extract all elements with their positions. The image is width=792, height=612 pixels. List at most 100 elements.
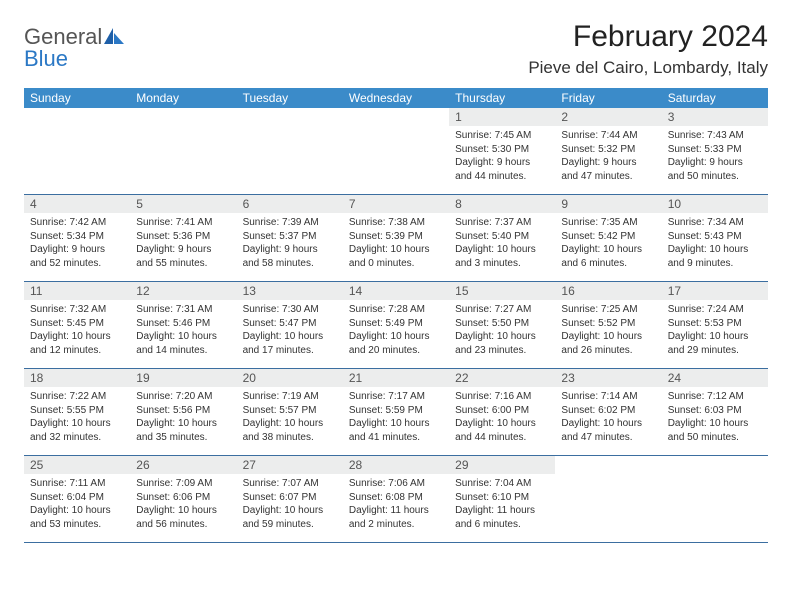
info-line: Sunset: 5:49 PM — [349, 317, 443, 331]
day-cell: 4Sunrise: 7:42 AMSunset: 5:34 PMDaylight… — [24, 195, 130, 281]
info-line: Daylight: 11 hours — [349, 504, 443, 518]
day-info: Sunrise: 7:34 AMSunset: 5:43 PMDaylight:… — [662, 213, 768, 276]
info-line: Sunrise: 7:06 AM — [349, 477, 443, 491]
day-number: 13 — [237, 282, 343, 300]
info-line: Daylight: 10 hours — [455, 330, 549, 344]
info-line: Sunrise: 7:28 AM — [349, 303, 443, 317]
info-line: Sunset: 6:07 PM — [243, 491, 337, 505]
info-line: Sunset: 5:55 PM — [30, 404, 124, 418]
day-number: 28 — [343, 456, 449, 474]
day-info: Sunrise: 7:09 AMSunset: 6:06 PMDaylight:… — [130, 474, 236, 537]
info-line: Daylight: 10 hours — [349, 243, 443, 257]
info-line: Sunset: 5:39 PM — [349, 230, 443, 244]
info-line: Sunrise: 7:22 AM — [30, 390, 124, 404]
info-line: and 23 minutes. — [455, 344, 549, 358]
day-info: Sunrise: 7:31 AMSunset: 5:46 PMDaylight:… — [130, 300, 236, 363]
day-info: Sunrise: 7:11 AMSunset: 6:04 PMDaylight:… — [24, 474, 130, 537]
day-cell: 20Sunrise: 7:19 AMSunset: 5:57 PMDayligh… — [237, 369, 343, 455]
day-number: 3 — [662, 108, 768, 126]
info-line: Daylight: 10 hours — [668, 243, 762, 257]
info-line: Sunrise: 7:34 AM — [668, 216, 762, 230]
info-line: Sunset: 5:37 PM — [243, 230, 337, 244]
info-line: Daylight: 10 hours — [349, 417, 443, 431]
day-number: 5 — [130, 195, 236, 213]
week-row: 18 Sunrise: 7:22 AMSunset: 5:55 PM Dayligh… — [24, 369, 768, 456]
month-title: February 2024 — [528, 20, 768, 54]
info-line: Sunset: 6:04 PM — [30, 491, 124, 505]
day-info: Sunrise: 7:30 AMSunset: 5:47 PMDaylight:… — [237, 300, 343, 363]
info-line: Sunset: 5:36 PM — [136, 230, 230, 244]
weekday-header: Friday — [555, 88, 661, 108]
info-line: Daylight: 11 hours — [455, 504, 549, 518]
info-line: and 58 minutes. — [243, 257, 337, 271]
info-line: Sunrise: 7:41 AM — [136, 216, 230, 230]
day-cell: 7Sunrise: 7:38 AMSunset: 5:39 PMDaylight… — [343, 195, 449, 281]
info-line: Daylight: 10 hours — [30, 504, 124, 518]
location-label: Pieve del Cairo, Lombardy, Italy — [528, 58, 768, 78]
day-info: Sunrise: 7:20 AMSunset: 5:56 PMDaylight:… — [130, 387, 236, 450]
day-info: Sunrise: 7:24 AMSunset: 5:53 PMDaylight:… — [662, 300, 768, 363]
day-number: 29 — [449, 456, 555, 474]
day-number: 18 — [24, 369, 130, 387]
info-line: Daylight: 9 hours — [668, 156, 762, 170]
info-line: and 44 minutes. — [455, 431, 549, 445]
info-line: Sunset: 5:40 PM — [455, 230, 549, 244]
info-line: Sunrise: 7:37 AM — [455, 216, 549, 230]
info-line: Sunrise: 7:09 AM — [136, 477, 230, 491]
weeks-container: 1Sunrise: 7:45 AMSunset: 5:30 PMDaylight… — [24, 108, 768, 543]
info-line: and 56 minutes. — [136, 518, 230, 532]
day-number: 17 — [662, 282, 768, 300]
day-info: Sunrise: 7:32 AMSunset: 5:45 PMDaylight:… — [24, 300, 130, 363]
day-cell: 16Sunrise: 7:25 AMSunset: 5:52 PMDayligh… — [555, 282, 661, 368]
day-cell: 17Sunrise: 7:24 AMSunset: 5:53 PMDayligh… — [662, 282, 768, 368]
info-line: and 29 minutes. — [668, 344, 762, 358]
day-cell — [130, 108, 236, 194]
day-number: 9 — [555, 195, 661, 213]
day-number: 26 — [130, 456, 236, 474]
day-info: Sunrise: 7:38 AMSunset: 5:39 PMDaylight:… — [343, 213, 449, 276]
info-line: and 32 minutes. — [30, 431, 124, 445]
info-line: Sunrise: 7:24 AM — [668, 303, 762, 317]
day-info: Sunrise: 7:27 AMSunset: 5:50 PMDaylight:… — [449, 300, 555, 363]
day-cell: 9Sunrise: 7:35 AMSunset: 5:42 PMDaylight… — [555, 195, 661, 281]
day-info: Sunrise: 7:35 AMSunset: 5:42 PMDaylight:… — [555, 213, 661, 276]
info-line: Sunrise: 7:04 AM — [455, 477, 549, 491]
day-cell: 11Sunrise: 7:32 AMSunset: 5:45 PMDayligh… — [24, 282, 130, 368]
day-number: 14 — [343, 282, 449, 300]
info-line: Daylight: 10 hours — [243, 330, 337, 344]
day-cell: 23Sunrise: 7:14 AMSunset: 6:02 PMDayligh… — [555, 369, 661, 455]
day-info: Sunrise: 7:44 AMSunset: 5:32 PMDaylight:… — [555, 126, 661, 189]
info-line: Daylight: 10 hours — [668, 417, 762, 431]
info-line: Sunrise: 7:35 AM — [561, 216, 655, 230]
info-line: Daylight: 10 hours — [136, 417, 230, 431]
info-line: and 35 minutes. — [136, 431, 230, 445]
day-number: 12 — [130, 282, 236, 300]
week-row: 4Sunrise: 7:42 AMSunset: 5:34 PMDaylight… — [24, 195, 768, 282]
info-line: Sunset: 5:47 PM — [243, 317, 337, 331]
weekday-header: Tuesday — [237, 88, 343, 108]
day-cell: 28 Sunrise: 7:06 AMSunset: 6:08 PMDayligh… — [343, 456, 449, 542]
info-line: Sunrise: 7:39 AM — [243, 216, 337, 230]
day-number: 11 — [24, 282, 130, 300]
day-cell: 18Sunrise: 7:22 AMSunset: 5:55 PMDayligh… — [24, 369, 130, 455]
info-line: Sunrise: 7:45 AM — [455, 129, 549, 143]
brand-logo: GeneralBlue — [24, 20, 124, 70]
day-cell: 13Sunrise: 7:30 AMSunset: 5:47 PMDayligh… — [237, 282, 343, 368]
info-line: Sunrise: 7:16 AM — [455, 390, 549, 404]
info-line: Daylight: 10 hours — [561, 330, 655, 344]
day-cell: 1Sunrise: 7:45 AMSunset: 5:30 PMDaylight… — [449, 108, 555, 194]
info-line: Sunrise: 7:31 AM — [136, 303, 230, 317]
info-line: Sunset: 5:59 PM — [349, 404, 443, 418]
info-line: and 38 minutes. — [243, 431, 337, 445]
week-row: 11Sunrise: 7:32 AMSunset: 5:45 PMDayligh… — [24, 282, 768, 369]
brand-word2: Blue — [24, 46, 68, 71]
weekday-header: Monday — [130, 88, 236, 108]
info-line: and 2 minutes. — [349, 518, 443, 532]
day-number: 20 — [237, 369, 343, 387]
weekday-header-row: SundayMondayTuesdayWednesdayThursdayFrid… — [24, 88, 768, 108]
info-line: Sunrise: 7:27 AM — [455, 303, 549, 317]
info-line: and 6 minutes. — [455, 518, 549, 532]
info-line: Sunset: 6:08 PM — [349, 491, 443, 505]
info-line: Sunset: 6:10 PM — [455, 491, 549, 505]
info-line: Sunrise: 7:12 AM — [668, 390, 762, 404]
